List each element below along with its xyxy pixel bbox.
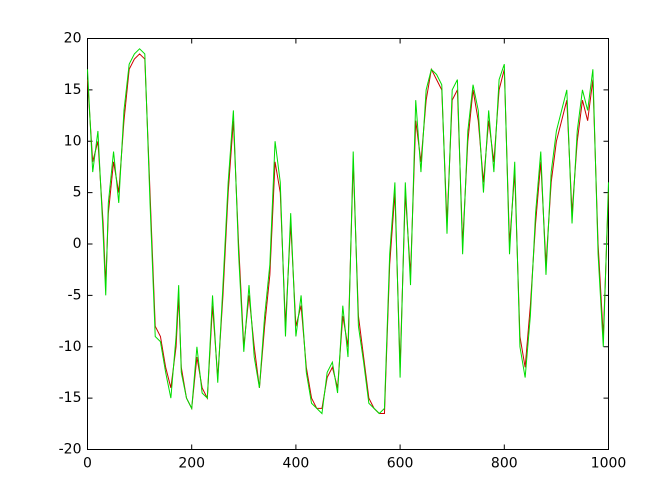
- series-line: [87, 53, 609, 415]
- y-tick-label: 15: [64, 82, 82, 98]
- x-tick-label: 1000: [591, 456, 627, 472]
- y-tick-label: -20: [59, 442, 82, 458]
- y-tick-label: 5: [73, 185, 82, 201]
- y-tick-label: -5: [68, 287, 82, 303]
- y-tick-label: 0: [73, 236, 82, 252]
- x-tick-label: 200: [178, 456, 205, 472]
- x-tick-label: 600: [387, 456, 414, 472]
- series-line: [87, 48, 609, 415]
- plot-frame: [87, 38, 609, 450]
- x-tick-label: 0: [83, 456, 92, 472]
- y-tick-label: 10: [64, 133, 82, 149]
- x-tick-label: 800: [491, 456, 518, 472]
- y-tick-label: 20: [64, 31, 82, 47]
- x-tick-label: 400: [283, 456, 310, 472]
- y-tick-label: -10: [59, 339, 82, 355]
- y-tick-label: -15: [59, 390, 82, 406]
